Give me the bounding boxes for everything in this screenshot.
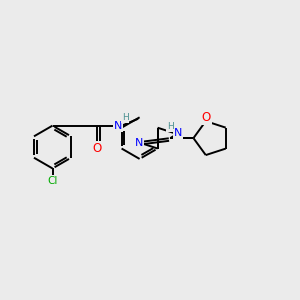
Text: H: H — [167, 122, 174, 131]
Text: O: O — [92, 142, 102, 155]
Text: N: N — [173, 128, 182, 138]
Text: N: N — [135, 138, 143, 148]
Text: O: O — [202, 111, 211, 124]
Text: N: N — [114, 121, 122, 130]
Text: H: H — [122, 113, 129, 122]
Text: Cl: Cl — [47, 176, 58, 186]
